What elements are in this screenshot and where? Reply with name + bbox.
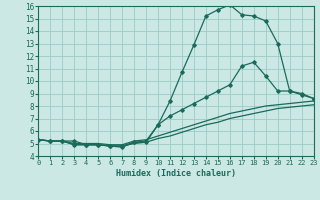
X-axis label: Humidex (Indice chaleur): Humidex (Indice chaleur) [116, 169, 236, 178]
